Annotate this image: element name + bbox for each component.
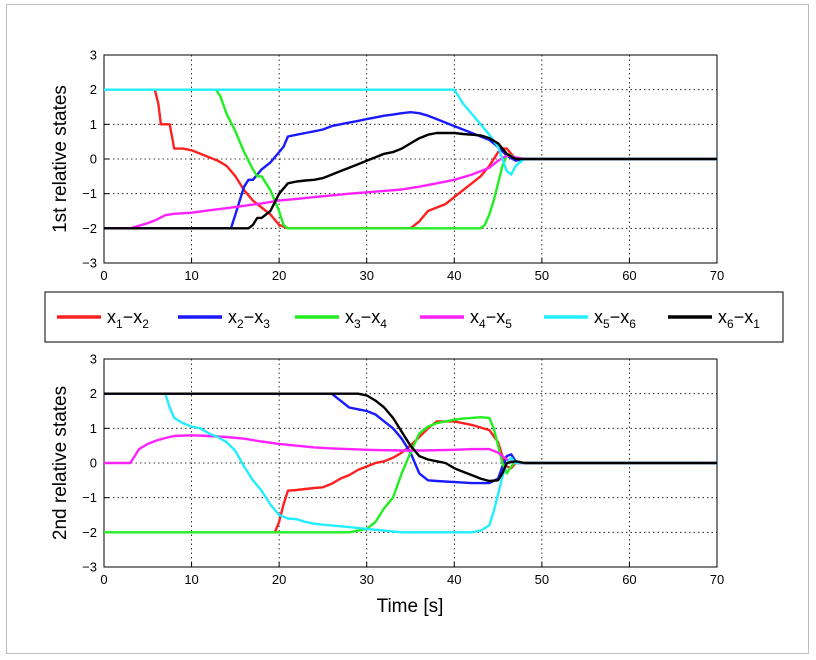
top-series-x4-x5	[104, 154, 717, 230]
legend-label: x5−x6	[594, 307, 636, 331]
top-x-tick-label: 50	[535, 268, 549, 283]
top-x-tick-label: 70	[710, 268, 724, 283]
bottom-y-tick-label: −1	[82, 490, 97, 505]
bottom-series-x6-x1	[104, 392, 717, 483]
top-x-tick-label: 0	[100, 268, 107, 283]
top-y-tick-label: −2	[82, 221, 97, 236]
bottom-x-tick-label: 20	[272, 572, 286, 587]
bottom-y-tick-label: −3	[82, 560, 97, 575]
legend-entry-x6-x1: x6−x1	[668, 307, 760, 331]
bottom-series-x3-x4	[104, 416, 717, 534]
legend-label: x6−x1	[718, 307, 760, 331]
bottom-y-tick-label: 1	[90, 421, 97, 436]
bottom-series-lines	[104, 392, 717, 534]
bottom-y-tick-label: −2	[82, 525, 97, 540]
bottom-x-tick-label: 50	[535, 572, 549, 587]
legend-entry-x4-x5: x4−x5	[420, 307, 512, 331]
legend: x1−x2 x2−x3 x3−x4 x4−x5 x5−x6 x6−x1	[44, 291, 784, 343]
top-series-x6-x1	[104, 131, 717, 230]
bottom-series-x2-x3	[104, 392, 717, 485]
bottom-y-tick-label: 3	[90, 352, 97, 367]
legend-label: x2−x3	[228, 307, 270, 331]
bottom-x-tick-label: 60	[622, 572, 636, 587]
top-y-axis-label: 1st relative states	[50, 85, 71, 233]
bottom-series-x5-x6	[164, 393, 717, 534]
top-series-lines	[104, 88, 717, 230]
top-series-x2-x3	[104, 110, 717, 230]
legend-label: x4−x5	[470, 307, 512, 331]
legend-entry-x2-x3: x2−x3	[178, 307, 270, 331]
bottom-x-tick-label: 10	[184, 572, 198, 587]
top-series-x5-x6	[104, 88, 717, 176]
top-x-tick-label: 40	[447, 268, 461, 283]
legend-entry-x5-x6: x5−x6	[544, 307, 636, 331]
top-x-tick-label: 10	[184, 268, 198, 283]
bottom-x-tick-label: 70	[710, 572, 724, 587]
bottom-y-tick-label: 2	[90, 386, 97, 401]
top-y-tick-label: −1	[82, 186, 97, 201]
legend-entry-x3-x4: x3−x4	[295, 307, 387, 331]
bottom-y-axis-label: 2nd relative states	[50, 386, 71, 540]
bottom-y-tick-label: 0	[90, 456, 97, 471]
bottom-x-tick-label: 0	[100, 572, 107, 587]
legend-label: x1−x2	[107, 307, 149, 331]
top-x-tick-label: 20	[272, 268, 286, 283]
top-y-tick-label: 2	[90, 82, 97, 97]
top-y-tick-label: 1	[90, 117, 97, 132]
top-y-tick-label: 0	[90, 152, 97, 167]
legend-entry-x1-x2: x1−x2	[57, 307, 149, 331]
top-y-tick-label: 3	[90, 48, 97, 63]
legend-box	[44, 291, 784, 343]
legend-label: x3−x4	[345, 307, 387, 331]
bottom-x-tick-label: 40	[447, 572, 461, 587]
top-x-tick-label: 30	[359, 268, 373, 283]
bottom-x-tick-label: 30	[359, 572, 373, 587]
top-x-tick-label: 60	[622, 268, 636, 283]
bottom-series-x4-x5	[104, 434, 717, 465]
top-y-tick-label: −3	[82, 256, 97, 271]
bottom-x-axis-label: Time [s]	[377, 596, 444, 617]
